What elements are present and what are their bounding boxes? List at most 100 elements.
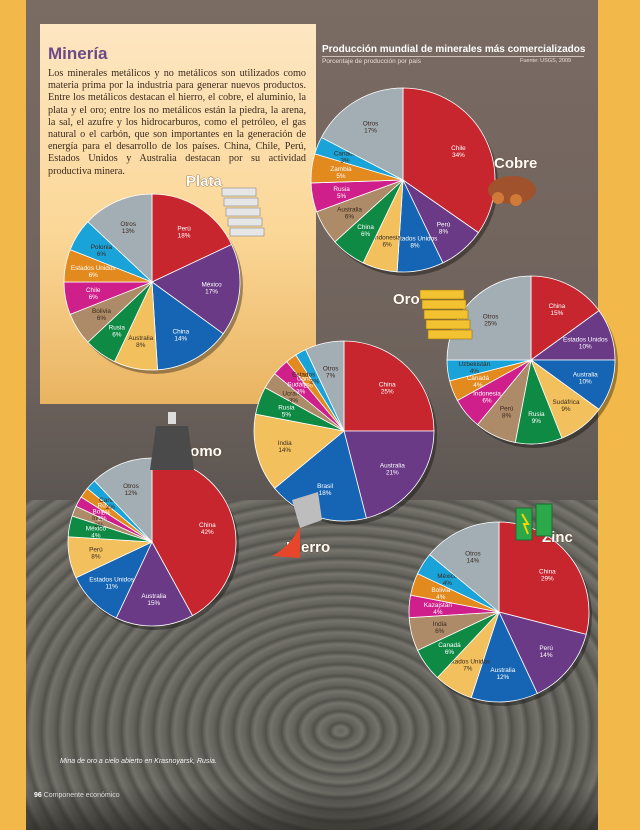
- slice-plata-0: [151, 193, 233, 283]
- slice-value-hierro-2: 18%: [319, 490, 332, 497]
- left-margin: [0, 0, 26, 830]
- charts-subtitle: Porcentaje de producción por país: [322, 58, 422, 65]
- slice-value-cobre-1: 8%: [439, 229, 449, 236]
- slice-oro-0: [530, 275, 600, 361]
- slice-label-plata-7: Estados Unidos: [71, 265, 116, 272]
- charts-title: Producción mundial de minerales más come…: [322, 44, 586, 55]
- slice-value-plomo-3: 8%: [91, 554, 101, 561]
- slice-hierro-1: [343, 430, 435, 519]
- slice-value-hierro-8: 2%: [310, 378, 320, 385]
- slice-label-hierro-3: India: [278, 440, 292, 447]
- slice-value-oro-8: 4%: [470, 368, 480, 375]
- panel-text: Los minerales metálicos y no metálicos s…: [48, 68, 306, 177]
- slice-label-cobre-9: Otros: [363, 121, 379, 128]
- page-number: 96: [34, 792, 42, 799]
- slice-label-zinc-7: Bolivia: [431, 587, 450, 594]
- header-divider: [322, 56, 584, 57]
- slice-label-cobre-2: Estados Unidos: [393, 235, 438, 242]
- slice-label-oro-0: China: [549, 303, 566, 310]
- slice-value-hierro-7: 2%: [303, 382, 313, 389]
- slice-label-hierro-6: Sudáfrica: [287, 382, 314, 389]
- slice-zinc-2: [470, 610, 538, 703]
- slice-value-plata-3: 8%: [136, 342, 146, 349]
- slice-value-oro-5: 8%: [502, 413, 512, 420]
- chart-title-plata: Plata: [186, 173, 223, 190]
- right-margin: [598, 0, 640, 830]
- slice-label-cobre-3: Indonesia: [373, 235, 401, 242]
- slice-value-oro-3: 9%: [561, 406, 571, 413]
- slice-label-hierro-9: Otros: [323, 365, 339, 372]
- slice-value-zinc-9: 14%: [467, 558, 480, 565]
- slice-value-oro-0: 15%: [551, 310, 564, 317]
- slice-value-cobre-8: 3%: [340, 158, 350, 165]
- footer-shade: [26, 786, 598, 830]
- slice-value-plomo-9: 12%: [125, 490, 138, 497]
- slice-value-plomo-8: 2%: [106, 504, 116, 511]
- slice-label-oro-7: Canadá: [467, 375, 490, 382]
- slice-value-plata-6: 6%: [89, 294, 99, 301]
- slice-value-zinc-4: 6%: [445, 649, 455, 656]
- slice-label-oro-4: Rusia: [528, 411, 545, 418]
- slice-label-hierro-7: Canadá: [297, 375, 320, 382]
- slice-value-plomo-6: 2%: [97, 515, 107, 522]
- slice-value-oro-7: 4%: [473, 382, 483, 389]
- slice-label-zinc-3: Estados Unidos: [445, 659, 490, 666]
- slice-value-plomo-4: 4%: [91, 532, 101, 539]
- slice-value-zinc-0: 29%: [541, 575, 554, 582]
- slice-plata-1: [151, 243, 241, 335]
- slice-label-plata-4: Rusia: [109, 324, 126, 331]
- slice-label-oro-1: Estados Unidos: [563, 336, 608, 343]
- slice-label-zinc-9: Otros: [465, 551, 481, 558]
- slice-label-plomo-0: China: [199, 522, 216, 529]
- molten-iron-icon: [272, 492, 322, 558]
- slice-label-hierro-8: Estados Unidos: [292, 371, 337, 378]
- slice-label-plata-1: México: [201, 282, 222, 289]
- slice-value-hierro-0: 25%: [381, 389, 394, 396]
- slice-value-oro-4: 9%: [532, 418, 542, 425]
- slice-value-zinc-6: 4%: [433, 609, 443, 616]
- slice-value-cobre-5: 6%: [345, 213, 355, 220]
- slice-label-oro-3: Sudáfrica: [553, 399, 580, 406]
- slice-label-plata-5: Bolivia: [92, 308, 111, 315]
- slice-value-oro-6: 6%: [482, 397, 492, 404]
- slice-value-cobre-6: 5%: [337, 193, 347, 200]
- page-footer: 96 Componente económico: [34, 792, 120, 799]
- slice-value-zinc-3: 7%: [463, 666, 473, 673]
- slice-label-hierro-1: Australia: [380, 463, 405, 470]
- slice-label-cobre-7: Zambia: [330, 166, 352, 173]
- slice-label-plomo-1: Australia: [141, 593, 166, 600]
- slice-value-plomo-2: 11%: [105, 583, 118, 590]
- slice-value-hierro-4: 5%: [282, 411, 292, 418]
- slice-value-plomo-5: 2%: [94, 522, 104, 529]
- slice-label-hierro-2: Brasil: [317, 483, 333, 490]
- slice-label-zinc-1: Perú: [539, 645, 553, 652]
- slice-value-plata-7: 6%: [89, 272, 99, 279]
- slice-value-plomo-0: 42%: [201, 529, 214, 536]
- slice-value-oro-9: 25%: [484, 321, 497, 328]
- slice-label-plomo-5: India: [92, 515, 106, 522]
- slice-label-cobre-5: Australia: [337, 206, 362, 213]
- slice-value-plata-2: 14%: [174, 335, 187, 342]
- slice-label-hierro-4: Rusia: [278, 404, 295, 411]
- slice-value-hierro-1: 21%: [386, 470, 399, 477]
- slice-hierro-9: [305, 340, 345, 432]
- slice-label-plomo-2: Estados Unidos: [89, 576, 134, 583]
- slice-label-zinc-2: Australia: [490, 667, 515, 674]
- slice-value-zinc-1: 14%: [540, 652, 553, 659]
- slice-value-zinc-8: 4%: [443, 580, 453, 587]
- slice-label-plata-8: Polonia: [91, 244, 113, 251]
- slice-label-plomo-4: México: [86, 525, 107, 532]
- slice-value-plata-0: 18%: [178, 232, 191, 239]
- slice-value-cobre-4: 6%: [361, 231, 371, 238]
- slice-label-zinc-5: India: [433, 621, 447, 628]
- slice-value-cobre-7: 5%: [336, 173, 346, 180]
- slice-label-zinc-4: Canadá: [438, 642, 461, 649]
- slice-value-plomo-1: 15%: [147, 600, 160, 607]
- chart-title-oro: Oro: [393, 291, 420, 308]
- slice-label-plomo-7: Rusia: [98, 502, 115, 509]
- slice-plomo-1: [115, 541, 194, 627]
- slice-value-zinc-5: 6%: [435, 628, 445, 635]
